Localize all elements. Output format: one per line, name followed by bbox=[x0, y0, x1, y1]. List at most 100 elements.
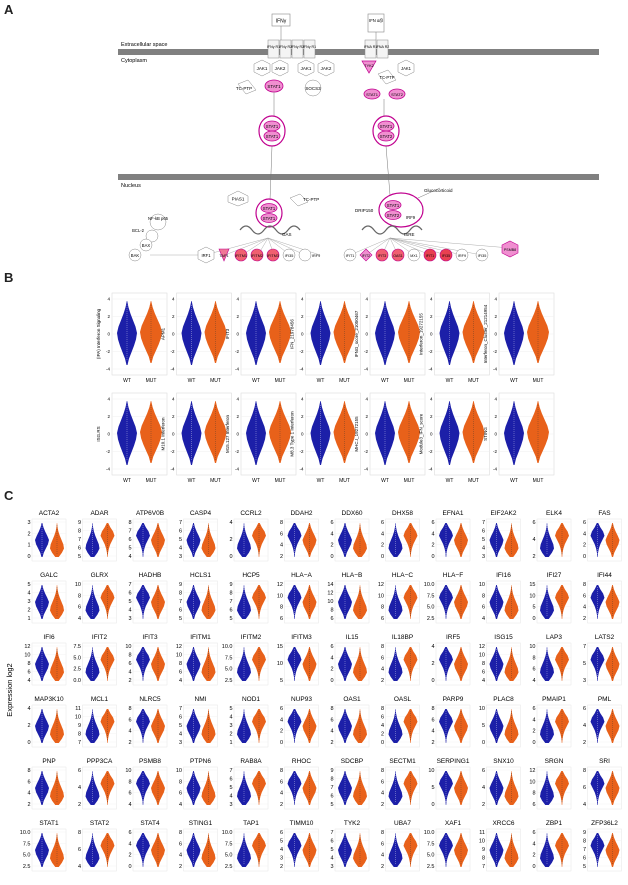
gene-name: LATS2 bbox=[595, 634, 615, 641]
gene-violin-plot: ISG15 12 10 8 6 4 bbox=[479, 634, 521, 686]
violin-mut bbox=[353, 585, 367, 619]
tick-label: 12 bbox=[277, 582, 283, 588]
tick-label: 7 bbox=[482, 864, 485, 870]
tick-label: 4 bbox=[532, 537, 535, 543]
tick-label: -2 bbox=[235, 349, 239, 354]
violin-mut bbox=[353, 523, 367, 557]
gene-violin-plot: MCL1 11 10 9 8 7 bbox=[75, 696, 117, 748]
svg-text:STAT2: STAT2 bbox=[387, 213, 400, 218]
tick-label: 6 bbox=[179, 715, 182, 721]
gene-name: NOD1 bbox=[242, 696, 260, 703]
tick-label: -2 bbox=[106, 349, 110, 354]
gene-name: STING1 bbox=[189, 820, 213, 827]
tick-label: 4 bbox=[430, 297, 433, 302]
tick-label: 4 bbox=[494, 297, 497, 302]
violin-mut bbox=[269, 301, 291, 363]
gene-name: RAB8A bbox=[240, 758, 262, 765]
tick-label: 0 bbox=[172, 332, 175, 337]
violin-wt bbox=[388, 523, 403, 557]
tick-label: 4 bbox=[301, 297, 304, 302]
panel-c-ylabel: Expression log2 bbox=[5, 663, 14, 716]
violin-mut bbox=[555, 771, 569, 805]
violin-mut bbox=[252, 771, 266, 805]
violin-mut bbox=[605, 585, 620, 619]
gene-name: ADAR bbox=[90, 510, 108, 517]
gene-violin-plot: HCP5 9 8 7 6 5 bbox=[229, 572, 269, 624]
tick-label: 6 bbox=[78, 546, 81, 552]
gene-name: DDX60 bbox=[342, 510, 363, 517]
svg-text:STAT1: STAT1 bbox=[366, 92, 379, 97]
gene-violin-plot: IFITM1 12 10 8 6 4 bbox=[176, 634, 218, 686]
tick-label: 4 bbox=[482, 616, 485, 622]
violin-mut bbox=[302, 647, 317, 681]
group-label-wt: WT bbox=[123, 378, 131, 384]
violin-wt bbox=[35, 771, 49, 805]
tick-label: 8 bbox=[128, 520, 131, 526]
tick-label: 7 bbox=[482, 520, 485, 526]
tick-label: 7 bbox=[229, 599, 232, 605]
panel-b-ylabel: APM1 bbox=[161, 327, 166, 340]
tick-label: 10 bbox=[277, 593, 283, 599]
tick-label: 6 bbox=[381, 841, 384, 847]
violin-mut bbox=[100, 647, 115, 681]
gene-violin-plot: RAB8A 7 6 5 4 3 bbox=[229, 758, 269, 810]
tick-label: 6 bbox=[381, 779, 384, 785]
tick-label: 2 bbox=[431, 661, 434, 667]
tick-label: 6 bbox=[482, 529, 485, 535]
gene-violin-plot: IFIT2 7.5 5.0 2.5 0.0 bbox=[73, 634, 117, 686]
tick-label: 0 bbox=[365, 432, 368, 437]
tick-label: 5 bbox=[179, 537, 182, 543]
gene-violin-plot: OASL 8 6 4 2 0 bbox=[381, 696, 420, 748]
tick-label: 8 bbox=[27, 768, 30, 774]
tick-label: 3 bbox=[229, 723, 232, 729]
gene-name: TYK2 bbox=[344, 820, 361, 827]
gene-name: SDCBP bbox=[341, 758, 363, 765]
tick-label: 6 bbox=[381, 655, 384, 661]
tick-label: 2 bbox=[229, 537, 232, 543]
tick-label: 6 bbox=[330, 794, 333, 800]
tick-label: 6 bbox=[482, 768, 485, 774]
tick-label: 2 bbox=[430, 314, 433, 319]
tick-label: 7 bbox=[583, 847, 586, 853]
gene-violin-plot: PTPN6 10 8 6 4 bbox=[176, 758, 218, 810]
tick-label: -2 bbox=[364, 449, 368, 454]
tick-label: -2 bbox=[493, 449, 497, 454]
svg-text:IFNγ R1: IFNγ R1 bbox=[303, 45, 316, 49]
gene-name: HCLS1 bbox=[190, 572, 211, 579]
gene-violin-plot: EFNA1 6 4 2 0 bbox=[431, 510, 471, 562]
violin-mut bbox=[555, 523, 569, 557]
gene-violin-plot: SNX10 6 4 2 bbox=[482, 758, 521, 810]
tick-label: 10 bbox=[479, 839, 485, 845]
tick-label: 2 bbox=[381, 543, 384, 549]
interferon-pathway-diagram: Extracellular space Cytoplasm Nucleus IF… bbox=[118, 13, 599, 264]
tick-label: 10.0 bbox=[222, 644, 233, 650]
gene-violin-plot: PARP9 8 6 4 2 bbox=[431, 696, 471, 748]
tick-label: 7 bbox=[229, 768, 232, 774]
violin-wt bbox=[136, 647, 150, 681]
tick-label: 10 bbox=[24, 653, 30, 659]
violin-mut bbox=[333, 301, 356, 363]
svg-text:NF-kB p65: NF-kB p65 bbox=[148, 216, 169, 221]
panel-b-ylabel: Interferon_19272155 bbox=[419, 313, 424, 355]
violin-wt bbox=[388, 833, 403, 867]
tick-label: 3 bbox=[128, 616, 131, 622]
tick-label: 6 bbox=[532, 706, 535, 712]
tick-label: 7 bbox=[78, 740, 81, 746]
gene-violin-plot: FAS 6 4 2 0 bbox=[583, 510, 622, 562]
tick-label: 4 bbox=[27, 706, 30, 712]
violin-wt bbox=[136, 771, 150, 805]
tick-label: 6 bbox=[179, 529, 182, 535]
panel-b-plot: 4 2 0 -2 -4 APM1 WT MUT bbox=[161, 292, 232, 384]
violin-mut bbox=[527, 301, 549, 363]
violin-mut bbox=[504, 647, 519, 681]
tick-label: 7 bbox=[583, 644, 586, 650]
tick-label: 10.0 bbox=[222, 830, 233, 836]
pias1-node bbox=[227, 190, 249, 207]
tick-label: -4 bbox=[493, 467, 497, 472]
violin-wt bbox=[439, 647, 453, 681]
gene-violin-plot: UBA7 8 6 4 2 bbox=[381, 820, 420, 872]
ifng-label: IFNγ bbox=[276, 19, 287, 25]
tick-label: 6 bbox=[179, 791, 182, 797]
tick-label: 2 bbox=[381, 802, 384, 808]
tick-label: 2 bbox=[330, 667, 333, 673]
